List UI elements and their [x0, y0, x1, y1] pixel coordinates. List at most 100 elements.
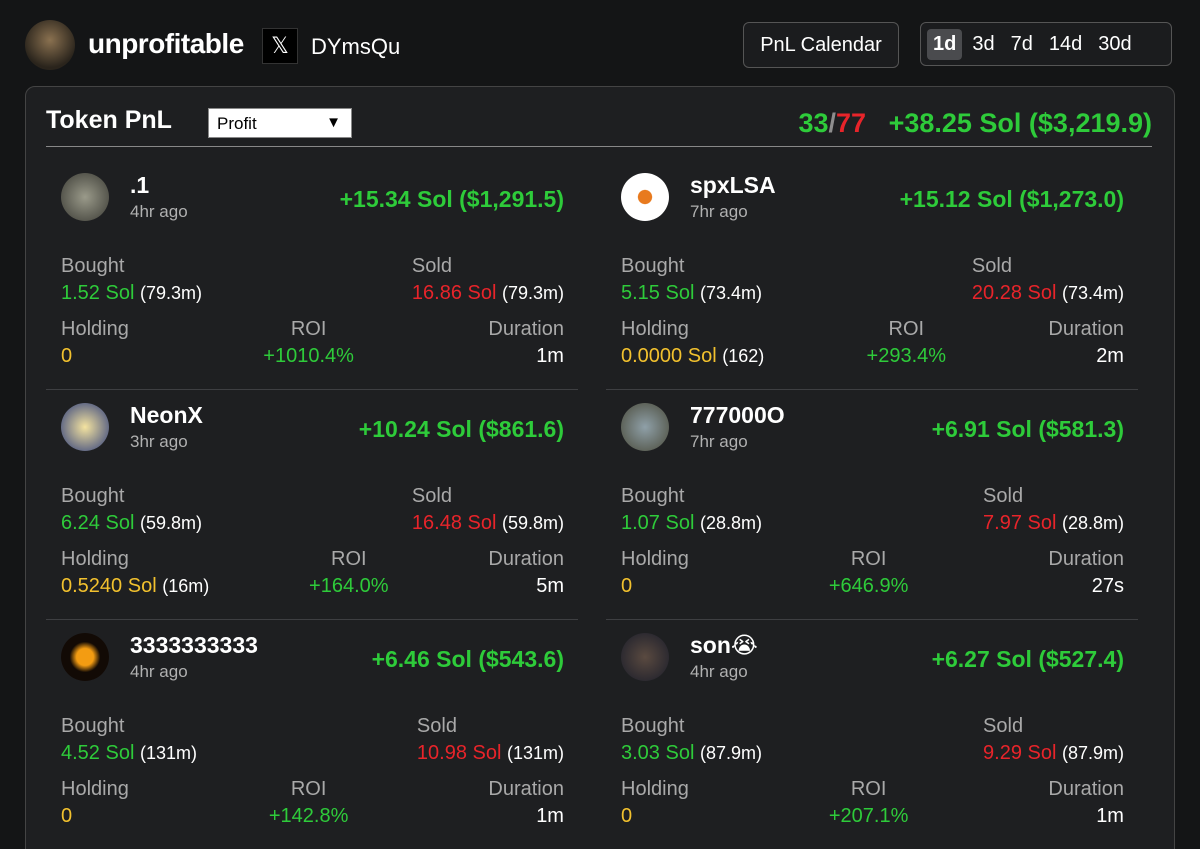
- sold-amount: 10.98 Sol: [416, 742, 502, 764]
- token-avatar: [61, 403, 109, 451]
- duration-label: Duration: [1048, 548, 1124, 570]
- token-card[interactable]: spxLSA 7hr ago +15.12 Sol ($1,273.0) Bought…: [606, 160, 1138, 390]
- bought: Bought 1.07 Sol (28.8m): [621, 485, 762, 535]
- range-option[interactable]: 30d: [1098, 32, 1132, 55]
- holding: Holding 0: [61, 778, 129, 828]
- losses: 77: [836, 108, 867, 138]
- range-option[interactable]: 1d: [927, 28, 963, 60]
- token-time: 4hr ago: [130, 662, 188, 681]
- duration: Duration 1m: [488, 318, 564, 368]
- token-time: 7hr ago: [690, 202, 748, 221]
- duration: Duration 5m: [488, 548, 564, 598]
- bought-mcap: (59.8m): [139, 513, 202, 533]
- sold-mcap: (28.8m): [1061, 513, 1124, 533]
- sort-dropdown[interactable]: Profit ▼: [208, 108, 352, 138]
- token-avatar: [621, 633, 669, 681]
- roi-label: ROI: [290, 318, 327, 340]
- username: unprofitable: [88, 28, 244, 59]
- bought-label: Bought: [61, 715, 125, 737]
- holding: Holding 0.0000 Sol (162): [621, 318, 764, 368]
- bought-amount: 4.52 Sol: [61, 742, 135, 764]
- card-divider: [46, 389, 578, 390]
- bought-amount: 6.24 Sol: [61, 512, 135, 534]
- x-handle[interactable]: DYmsQu: [311, 34, 401, 59]
- sort-value: Profit: [217, 114, 257, 133]
- bought-label: Bought: [621, 255, 685, 277]
- stats-row: Holding 0 ROI +1010.4% Duration 1m: [61, 318, 564, 368]
- holding-label: Holding: [61, 778, 129, 800]
- holding-label: Holding: [61, 318, 129, 340]
- roi-value: +142.8%: [268, 805, 349, 827]
- bought-amount: 3.03 Sol: [621, 742, 695, 764]
- separator: /: [828, 108, 837, 138]
- bought-mcap: (131m): [139, 743, 197, 763]
- sold-value: 16.48 Sol (59.8m): [412, 512, 564, 535]
- token-pnl: +6.27 Sol ($527.4): [931, 646, 1124, 672]
- calendar-button[interactable]: PnL Calendar: [743, 22, 899, 68]
- token-pnl: +15.34 Sol ($1,291.5): [339, 186, 564, 212]
- sold-mcap: (59.8m): [501, 513, 564, 533]
- bought-value: 3.03 Sol (87.9m): [621, 742, 762, 765]
- bought: Bought 5.15 Sol (73.4m): [621, 255, 762, 305]
- holding-value: 0: [61, 345, 129, 368]
- bought: Bought 4.52 Sol (131m): [61, 715, 197, 765]
- stats-row: Holding 0 ROI +646.9% Duration 27s: [621, 548, 1124, 598]
- bought-value: 5.15 Sol (73.4m): [621, 282, 762, 305]
- sold-amount: 20.28 Sol: [971, 282, 1057, 304]
- bought-mcap: (87.9m): [699, 743, 762, 763]
- duration-value: 27s: [1091, 575, 1124, 597]
- holding: Holding 0.5240 Sol (16m): [61, 548, 209, 598]
- roi-label: ROI: [888, 318, 925, 340]
- sold: Sold 10.98 Sol (131m): [417, 715, 564, 765]
- range-option[interactable]: 3d: [972, 32, 995, 55]
- range-selector: 1d 3d 7d 14d 30d: [920, 22, 1172, 66]
- token-card[interactable]: son😭 4hr ago +6.27 Sol ($527.4) Bought 3.03 …: [606, 620, 1138, 849]
- token-card[interactable]: .1 4hr ago +15.34 Sol ($1,291.5) Bought 1.52…: [46, 160, 578, 390]
- sold: Sold 7.97 Sol (28.8m): [983, 485, 1124, 535]
- token-name: spxLSA: [690, 172, 776, 198]
- token-pnl: +15.12 Sol ($1,273.0): [899, 186, 1124, 212]
- duration: Duration 2m: [1048, 318, 1124, 368]
- token-card[interactable]: NeonX 3hr ago +10.24 Sol ($861.6) Bought 6.2…: [46, 390, 578, 620]
- duration-label: Duration: [488, 548, 564, 570]
- token-card[interactable]: 777000O 7hr ago +6.91 Sol ($581.3) Bought 1.…: [606, 390, 1138, 620]
- sold-label: Sold: [411, 255, 452, 277]
- range-option[interactable]: 14d: [1048, 32, 1083, 55]
- duration-label: Duration: [1048, 778, 1124, 800]
- x-icon[interactable]: 𝕏: [262, 28, 298, 64]
- bought-value: 1.52 Sol (79.3m): [61, 282, 202, 305]
- roi-label: ROI: [290, 778, 327, 800]
- token-time: 7hr ago: [690, 432, 748, 451]
- token-name: NeonX: [130, 402, 203, 428]
- sold-amount: 9.29 Sol: [983, 742, 1057, 764]
- bought-mcap: (73.4m): [699, 283, 762, 303]
- sold-label: Sold: [983, 485, 1024, 507]
- token-name: 3333333333: [130, 632, 258, 658]
- token-avatar: [621, 173, 669, 221]
- roi-label: ROI: [850, 778, 887, 800]
- stats-row: Holding 0.5240 Sol (16m) ROI +164.0% Duratio…: [61, 548, 564, 598]
- token-card[interactable]: 3333333333 4hr ago +6.46 Sol ($543.6) Bough…: [46, 620, 578, 849]
- roi: ROI +293.4%: [867, 318, 947, 368]
- sold-label: Sold: [411, 485, 452, 507]
- holding-value: 0.0000 Sol (162): [621, 345, 764, 368]
- sold-label: Sold: [983, 715, 1024, 737]
- sold-value: 10.98 Sol (131m): [417, 742, 564, 765]
- token-pnl: +10.24 Sol ($861.6): [358, 416, 564, 442]
- bought-mcap: (79.3m): [139, 283, 202, 303]
- holding-label: Holding: [621, 318, 689, 340]
- roi-value: +646.9%: [828, 575, 909, 597]
- roi: ROI +164.0%: [309, 548, 389, 598]
- token-time: 4hr ago: [690, 662, 748, 681]
- holding-amount: 0: [621, 805, 633, 827]
- token-avatar: [621, 403, 669, 451]
- duration-value: 5m: [536, 575, 564, 597]
- roi-value: +207.1%: [828, 805, 909, 827]
- bought-amount: 1.07 Sol: [621, 512, 695, 534]
- sold-value: 16.86 Sol (79.3m): [412, 282, 564, 305]
- card-divider: [606, 389, 1138, 390]
- sold-value: 9.29 Sol (87.9m): [983, 742, 1124, 765]
- token-avatar: [61, 633, 109, 681]
- roi-label: ROI: [850, 548, 887, 570]
- range-option[interactable]: 7d: [1010, 32, 1033, 55]
